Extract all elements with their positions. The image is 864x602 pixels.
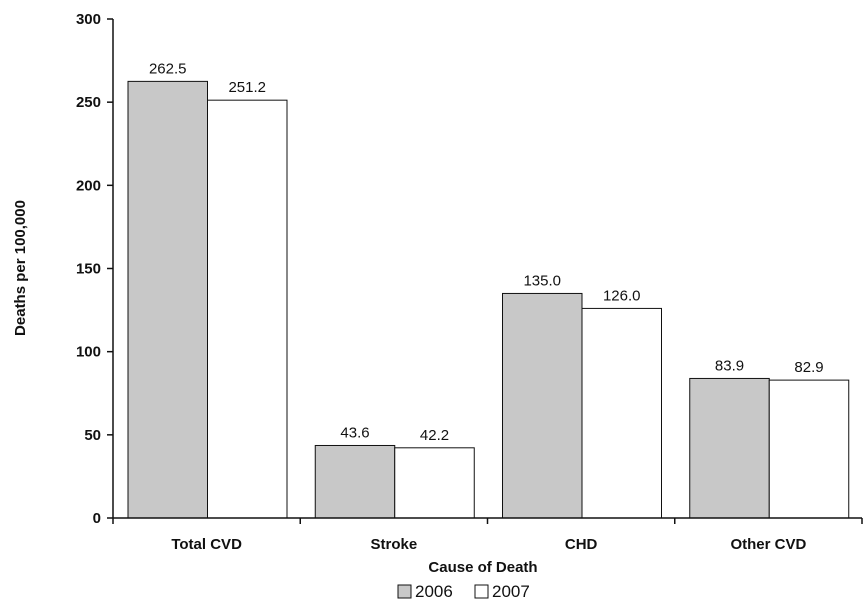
- legend-label-2007: 2007: [492, 582, 530, 601]
- x-category-label: Other CVD: [730, 536, 806, 553]
- bar-2007-total-cvd: [207, 99, 288, 519]
- x-category-label: Stroke: [371, 536, 418, 553]
- legend-swatch-2007: [474, 584, 489, 599]
- x-categories-group: Total CVD Stroke CHD Other CVD: [112, 518, 863, 553]
- y-tick-label: 100: [76, 344, 101, 361]
- bar-2007-other-cvd: [768, 379, 850, 519]
- bar-2006-total-cvd: [127, 80, 208, 519]
- data-labels-group: 262.5 251.2 43.6 42.2 135.0 126.0 83.9 82.9: [149, 60, 824, 443]
- bar-2007-chd: [581, 307, 662, 519]
- y-axis-title: Deaths per 100,000: [12, 200, 29, 336]
- data-label: 83.9: [715, 357, 744, 374]
- bar-2007-stroke: [394, 447, 475, 519]
- y-tick-label: 200: [76, 177, 101, 194]
- data-label: 43.6: [340, 424, 369, 441]
- y-tick-label: 150: [76, 261, 101, 278]
- legend-swatch-2006: [397, 584, 412, 599]
- y-tick-label: 300: [76, 11, 101, 28]
- legend: 2006 2007: [397, 582, 530, 601]
- legend-label-2006: 2006: [415, 582, 453, 601]
- bar-2006-chd: [502, 292, 583, 519]
- x-category-label: CHD: [565, 536, 598, 553]
- data-label: 82.9: [794, 359, 823, 376]
- x-category-label: Total CVD: [171, 536, 242, 553]
- data-label: 126.0: [603, 287, 641, 304]
- y-tick-label: 250: [76, 94, 101, 111]
- x-axis-title: Cause of Death: [428, 559, 537, 576]
- bar-2006-stroke: [314, 444, 396, 519]
- y-ticks-group: 0 50 100 150 200 250 300: [76, 11, 113, 527]
- y-tick-label: 50: [84, 427, 101, 444]
- data-label: 42.2: [420, 427, 449, 444]
- bar-2006-other-cvd: [689, 377, 770, 519]
- y-tick-label: 0: [93, 510, 101, 527]
- bars-group: [127, 80, 850, 519]
- data-label: 262.5: [149, 60, 187, 77]
- data-label: 135.0: [523, 272, 561, 289]
- data-label: 251.2: [228, 79, 266, 96]
